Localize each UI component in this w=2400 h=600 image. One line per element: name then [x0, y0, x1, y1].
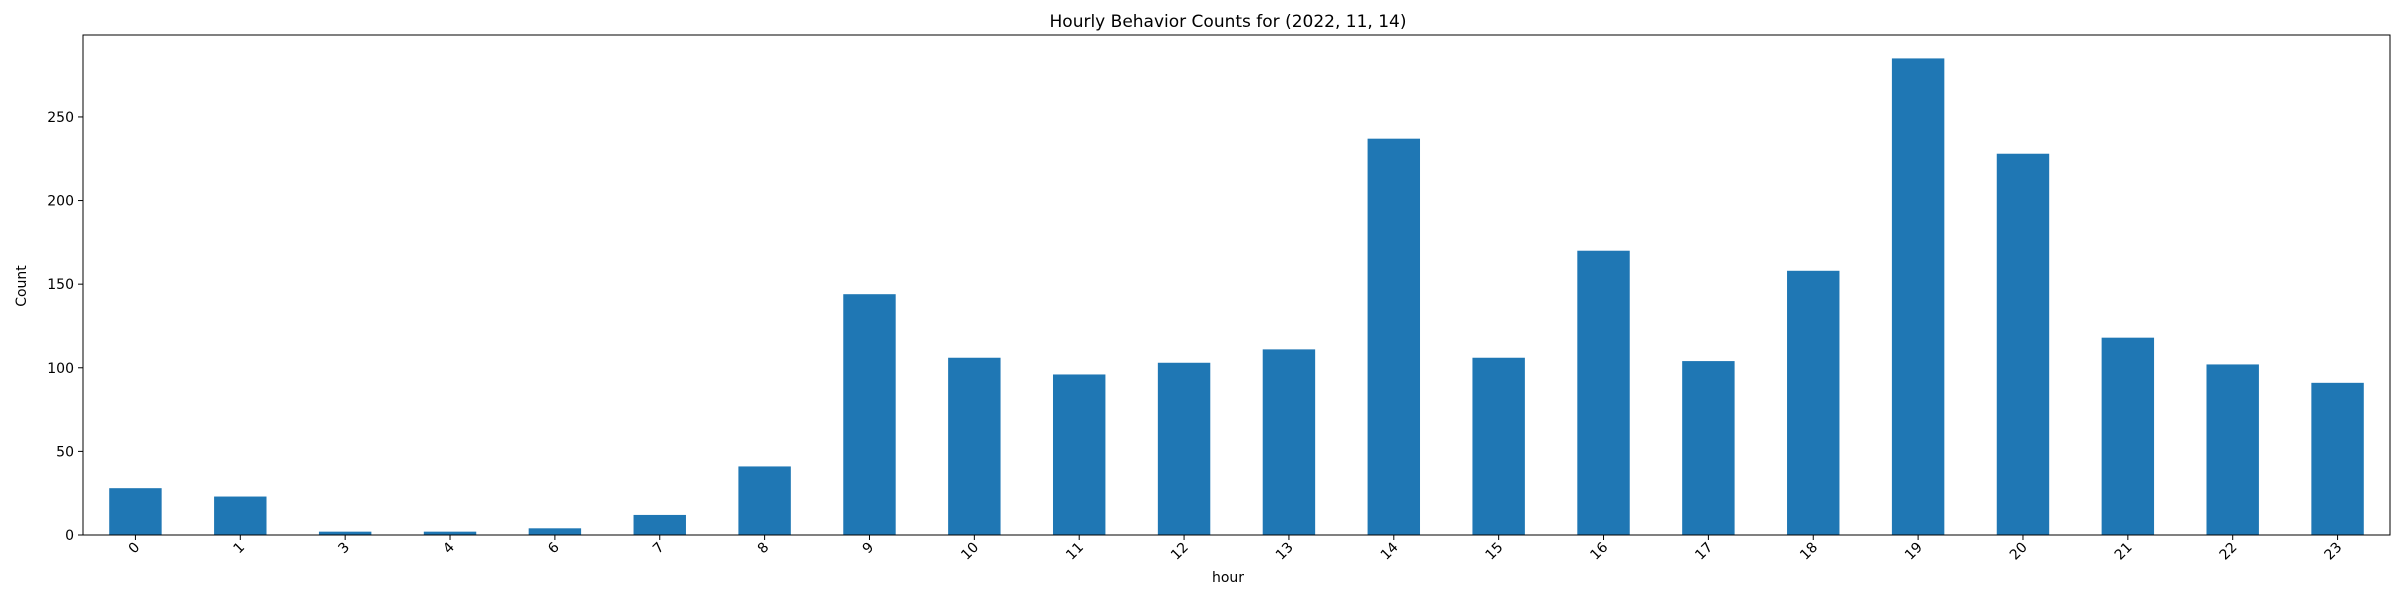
bar-hour-7	[633, 514, 686, 535]
x-tick-label: 21	[2112, 540, 2136, 564]
x-axis-ticks: 0 1 3 4 6 7 8 9 10 11 12 13 14 15 16 17 18 19 20 21 22 23	[126, 535, 2345, 564]
bar-hour-23	[2311, 382, 2364, 535]
x-tick-label: 17	[1692, 540, 1716, 564]
x-tick-label: 11	[1063, 540, 1087, 564]
y-tick-label: 250	[47, 110, 74, 126]
x-axis-label: hour	[1212, 570, 1244, 586]
bar-hour-18	[1787, 270, 1840, 535]
x-tick-label: 18	[1797, 540, 1821, 564]
plot-area-frame	[82, 34, 2391, 536]
bar-hour-20	[1996, 153, 2050, 535]
x-tick-label: 10	[958, 540, 982, 564]
y-tick-label: 0	[65, 528, 74, 544]
bar-hour-4	[423, 531, 477, 535]
bar-hour-10	[948, 357, 1001, 535]
x-tick-label: 14	[1378, 539, 1402, 563]
bar-hour-17	[1682, 361, 1735, 535]
x-tick-label: 1	[231, 540, 249, 558]
y-tick-label: 150	[47, 277, 74, 293]
x-tick-label: 0	[126, 540, 144, 558]
x-tick-label: 13	[1273, 540, 1297, 564]
bar-hour-16	[1577, 250, 1630, 536]
x-tick-label: 8	[755, 540, 773, 558]
x-tick-label: 7	[650, 540, 668, 558]
bar-hour-8	[738, 466, 791, 535]
bar-hour-6	[528, 528, 582, 535]
x-tick-label: 3	[335, 540, 353, 558]
bar-hour-14	[1367, 138, 1421, 535]
x-tick-label: 4	[440, 539, 458, 557]
bar-hour-12	[1157, 362, 1211, 535]
y-axis-ticks: 0 50 100 150 200 250	[47, 110, 83, 544]
x-tick-label: 6	[545, 539, 563, 557]
bar-hour-15	[1472, 357, 1525, 535]
bar-hour-11	[1052, 374, 1106, 535]
x-tick-label: 12	[1168, 540, 1192, 564]
y-axis-label: Count	[14, 265, 30, 307]
y-tick-label: 100	[47, 361, 74, 377]
y-tick-label: 200	[47, 194, 74, 210]
bar-hour-19	[1891, 58, 1945, 535]
y-tick-label: 50	[56, 444, 74, 460]
bar-hour-0	[109, 488, 162, 535]
x-tick-label: 15	[1483, 540, 1507, 564]
x-tick-label: 23	[2321, 540, 2345, 564]
bar-hour-3	[318, 531, 372, 535]
x-tick-label: 22	[2217, 540, 2241, 564]
x-tick-label: 9	[860, 540, 878, 558]
x-tick-label: 20	[2007, 540, 2031, 564]
bar-hour-9	[843, 294, 896, 535]
bar-hour-1	[214, 496, 267, 535]
x-tick-label: 19	[1902, 540, 1926, 564]
chart-title: Hourly Behavior Counts for (2022, 11, 14…	[1050, 12, 1407, 32]
x-tick-label: 16	[1587, 539, 1611, 563]
bar-hour-13	[1262, 349, 1316, 535]
bar-hour-22	[2206, 364, 2259, 535]
bars-group	[109, 58, 2364, 536]
bar-hour-21	[2101, 337, 2155, 535]
